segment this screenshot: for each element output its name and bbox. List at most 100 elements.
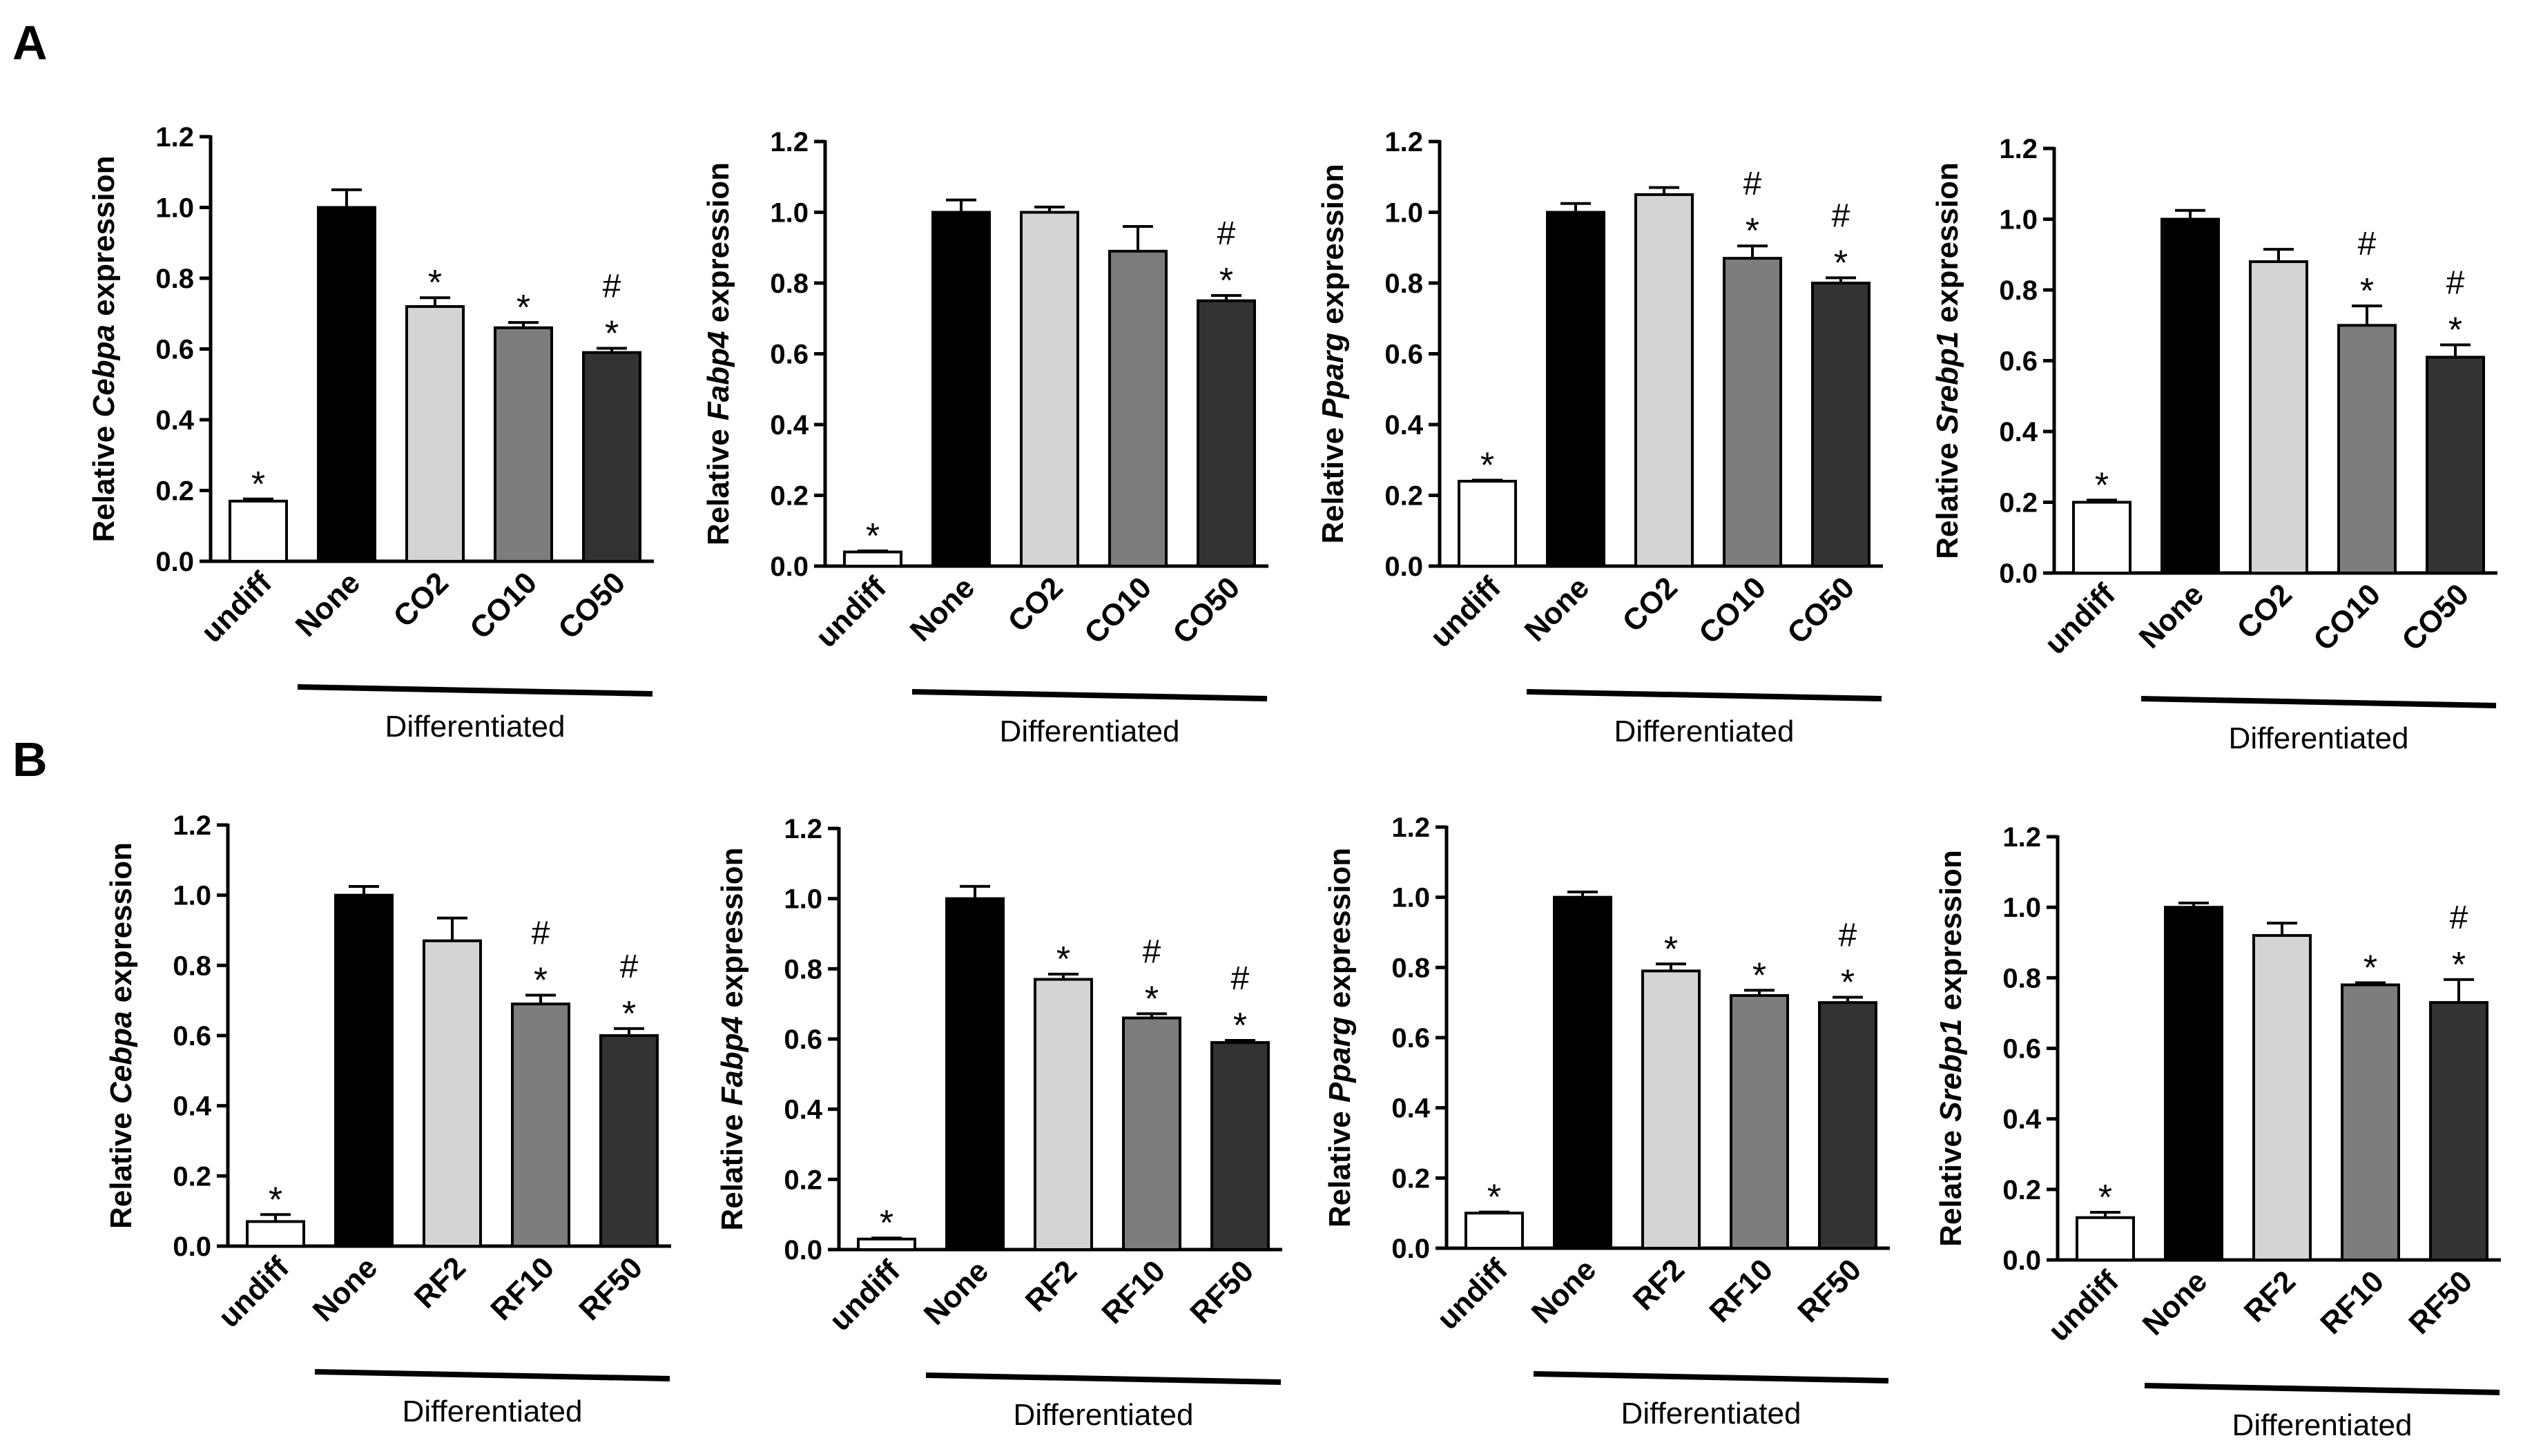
significance-asterisk: * [1145, 979, 1159, 1019]
y-tick-label: 0.0 [770, 552, 809, 582]
y-tick-label: 0.2 [784, 1165, 822, 1195]
group-label: Differentiated [1014, 1398, 1194, 1432]
y-axis-label-suffix: expression [1323, 848, 1357, 1017]
y-axis-label: Relative Pparg expression [1323, 848, 1357, 1227]
y-axis-label-gene: Fabp4 [702, 331, 735, 421]
chart-a-fabp4: 0.0 0.2 0.4 0.6 0.8 1.0 1.2 Relative Fabp4 expr… [702, 127, 1268, 748]
group-label: Differentiated [1621, 1397, 1801, 1430]
panel-label-b: B [12, 732, 48, 786]
y-axis-label-suffix: expression [1931, 162, 1964, 331]
bar-undiff [2072, 501, 2132, 574]
y-tick-label: 1.2 [1391, 813, 1430, 843]
group-label: Differentiated [1614, 715, 1795, 748]
significance-asterisk: * [1487, 1178, 1501, 1218]
y-tick-label: 1.2 [770, 127, 809, 157]
group-bracket-line [297, 684, 653, 697]
x-category-label: RF2 [1019, 1254, 1083, 1318]
y-axis-label-gene: Cebpa [87, 324, 121, 417]
bar-rf10 [1730, 994, 1789, 1250]
x-category-label: CO50 [1781, 570, 1861, 650]
bar-rf10 [511, 1002, 570, 1248]
significance-asterisk: * [605, 313, 619, 353]
y-tick-label: 1.0 [784, 884, 822, 915]
y-axis-label: Relative Pparg expression [1316, 164, 1350, 543]
y-tick-label: 1.2 [173, 810, 211, 841]
y-tick-label: 0.6 [770, 340, 809, 370]
significance-hash: # [1231, 960, 1250, 997]
y-axis-label-gene: Fabp4 [715, 1016, 749, 1106]
x-category-label: RF10 [484, 1250, 561, 1327]
significance-asterisk: * [880, 1203, 893, 1243]
x-category-label: RF50 [2402, 1264, 2479, 1341]
y-tick-label: 0.4 [1384, 410, 1423, 440]
y-tick-label: 0.6 [1384, 340, 1423, 370]
x-category-label: RF50 [572, 1250, 649, 1327]
bar-undiff [229, 499, 288, 563]
significance-hash: # [1839, 918, 1857, 954]
y-axis-label-prefix: Relative [104, 1104, 138, 1229]
group-bracket-line [1526, 689, 1882, 701]
x-category-label: RF10 [2314, 1264, 2390, 1341]
y-tick-label: 0.8 [784, 954, 822, 984]
bar-rf50 [599, 1034, 659, 1248]
y-axis-label-prefix: Relative [1316, 419, 1350, 544]
bar-rf10 [1122, 1016, 1181, 1251]
x-category-label: undiff [1424, 570, 1507, 654]
significance-asterisk: * [1480, 445, 1494, 485]
y-axis-label-gene: Pparg [1323, 1016, 1357, 1103]
bar-rf2 [2252, 934, 2312, 1261]
significance-asterisk: * [2448, 310, 2462, 350]
y-tick-label: 1.0 [1391, 883, 1430, 913]
significance-hash: # [1217, 215, 1236, 252]
y-tick-label: 0.6 [1391, 1023, 1430, 1054]
significance-hash: # [1143, 933, 1161, 970]
group-label: Differentiated [385, 710, 566, 744]
significance-asterisk: * [516, 288, 530, 328]
y-tick-label: 0.2 [770, 481, 809, 512]
x-category-label: CO10 [463, 565, 543, 646]
significance-asterisk: * [2452, 945, 2466, 985]
y-tick-label: 0.2 [155, 476, 194, 507]
y-tick-label: 0.6 [1999, 347, 2038, 377]
significance-asterisk: * [2098, 1178, 2112, 1218]
y-tick-label: 0.0 [155, 547, 194, 577]
chart-b-pparg: 0.0 0.2 0.4 0.6 0.8 1.0 1.2 Relative Pparg expr… [1323, 813, 1890, 1430]
bar-rf2 [1034, 978, 1093, 1252]
y-axis-label-gene: Pparg [1316, 333, 1350, 419]
y-tick-label: 0.4 [784, 1095, 822, 1125]
significance-asterisk: * [428, 263, 442, 303]
significance-asterisk: * [251, 465, 265, 505]
y-axis-label-prefix: Relative [715, 1106, 749, 1231]
bar-co10 [1723, 257, 1782, 567]
bar-co50 [1197, 299, 1256, 567]
y-axis-label-gene: Srebp1 [1934, 1019, 1968, 1122]
y-tick-label: 0.0 [1384, 552, 1423, 582]
y-tick-label: 1.0 [155, 193, 194, 224]
y-axis-label-suffix: expression [104, 842, 138, 1011]
x-category-label: CO10 [1692, 570, 1772, 650]
significance-asterisk: * [2360, 271, 2374, 311]
y-tick-label: 0.0 [173, 1232, 211, 1262]
significance-asterisk: * [1233, 1006, 1247, 1046]
significance-asterisk: * [269, 1180, 282, 1220]
y-tick-label: 1.0 [1999, 205, 2038, 235]
x-category-label: None [904, 570, 981, 648]
significance-hash: # [532, 915, 550, 952]
y-axis-label: Relative Srebp1 expression [1934, 850, 1968, 1247]
significance-hash: # [1743, 166, 1762, 202]
group-bracket-line [1533, 1371, 1889, 1384]
y-axis-label: Relative Fabp4 expression [715, 847, 749, 1230]
chart-a-cebpa: 0.0 0.2 0.4 0.6 0.8 1.0 1.2 Relative Cebpa expr… [87, 122, 654, 744]
x-category-label: None [2136, 1264, 2214, 1341]
bar-undiff [1464, 1212, 1524, 1250]
bar-co50 [582, 351, 641, 563]
y-axis-label-prefix: Relative [1323, 1103, 1357, 1227]
bar-co10 [1108, 249, 1168, 567]
y-tick-label: 0.4 [2002, 1105, 2041, 1135]
bar-co2 [1634, 193, 1694, 567]
group-bracket-line [314, 1369, 670, 1381]
y-tick-label: 0.8 [173, 951, 211, 981]
y-tick-label: 1.2 [155, 122, 194, 153]
group-label: Differentiated [403, 1395, 583, 1428]
